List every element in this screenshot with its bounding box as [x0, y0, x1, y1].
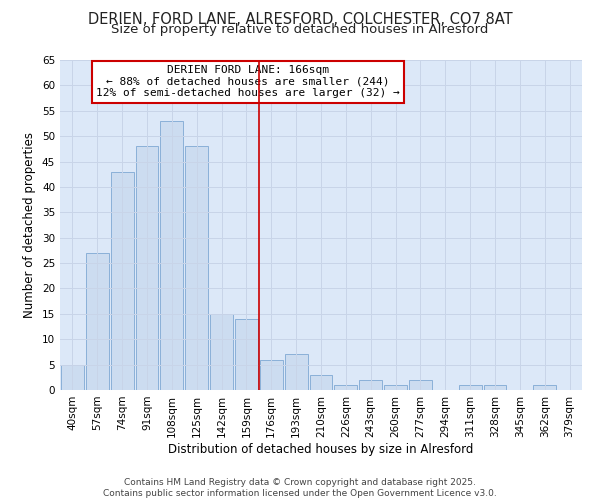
Bar	[359, 380, 382, 390]
Bar	[136, 146, 158, 390]
Y-axis label: Number of detached properties: Number of detached properties	[23, 132, 37, 318]
Bar	[160, 121, 183, 390]
Bar	[384, 385, 407, 390]
Text: Size of property relative to detached houses in Alresford: Size of property relative to detached ho…	[112, 22, 488, 36]
Bar	[86, 253, 109, 390]
X-axis label: Distribution of detached houses by size in Alresford: Distribution of detached houses by size …	[169, 442, 473, 456]
Bar	[484, 385, 506, 390]
Bar	[285, 354, 308, 390]
Bar	[210, 314, 233, 390]
Bar	[111, 172, 134, 390]
Bar	[185, 146, 208, 390]
Text: DERIEN, FORD LANE, ALRESFORD, COLCHESTER, CO7 8AT: DERIEN, FORD LANE, ALRESFORD, COLCHESTER…	[88, 12, 512, 28]
Bar	[61, 364, 84, 390]
Bar	[409, 380, 432, 390]
Bar	[235, 319, 258, 390]
Bar	[533, 385, 556, 390]
Text: Contains HM Land Registry data © Crown copyright and database right 2025.
Contai: Contains HM Land Registry data © Crown c…	[103, 478, 497, 498]
Bar	[459, 385, 482, 390]
Text: DERIEN FORD LANE: 166sqm
← 88% of detached houses are smaller (244)
12% of semi-: DERIEN FORD LANE: 166sqm ← 88% of detach…	[96, 65, 400, 98]
Bar	[260, 360, 283, 390]
Bar	[334, 385, 357, 390]
Bar	[310, 375, 332, 390]
